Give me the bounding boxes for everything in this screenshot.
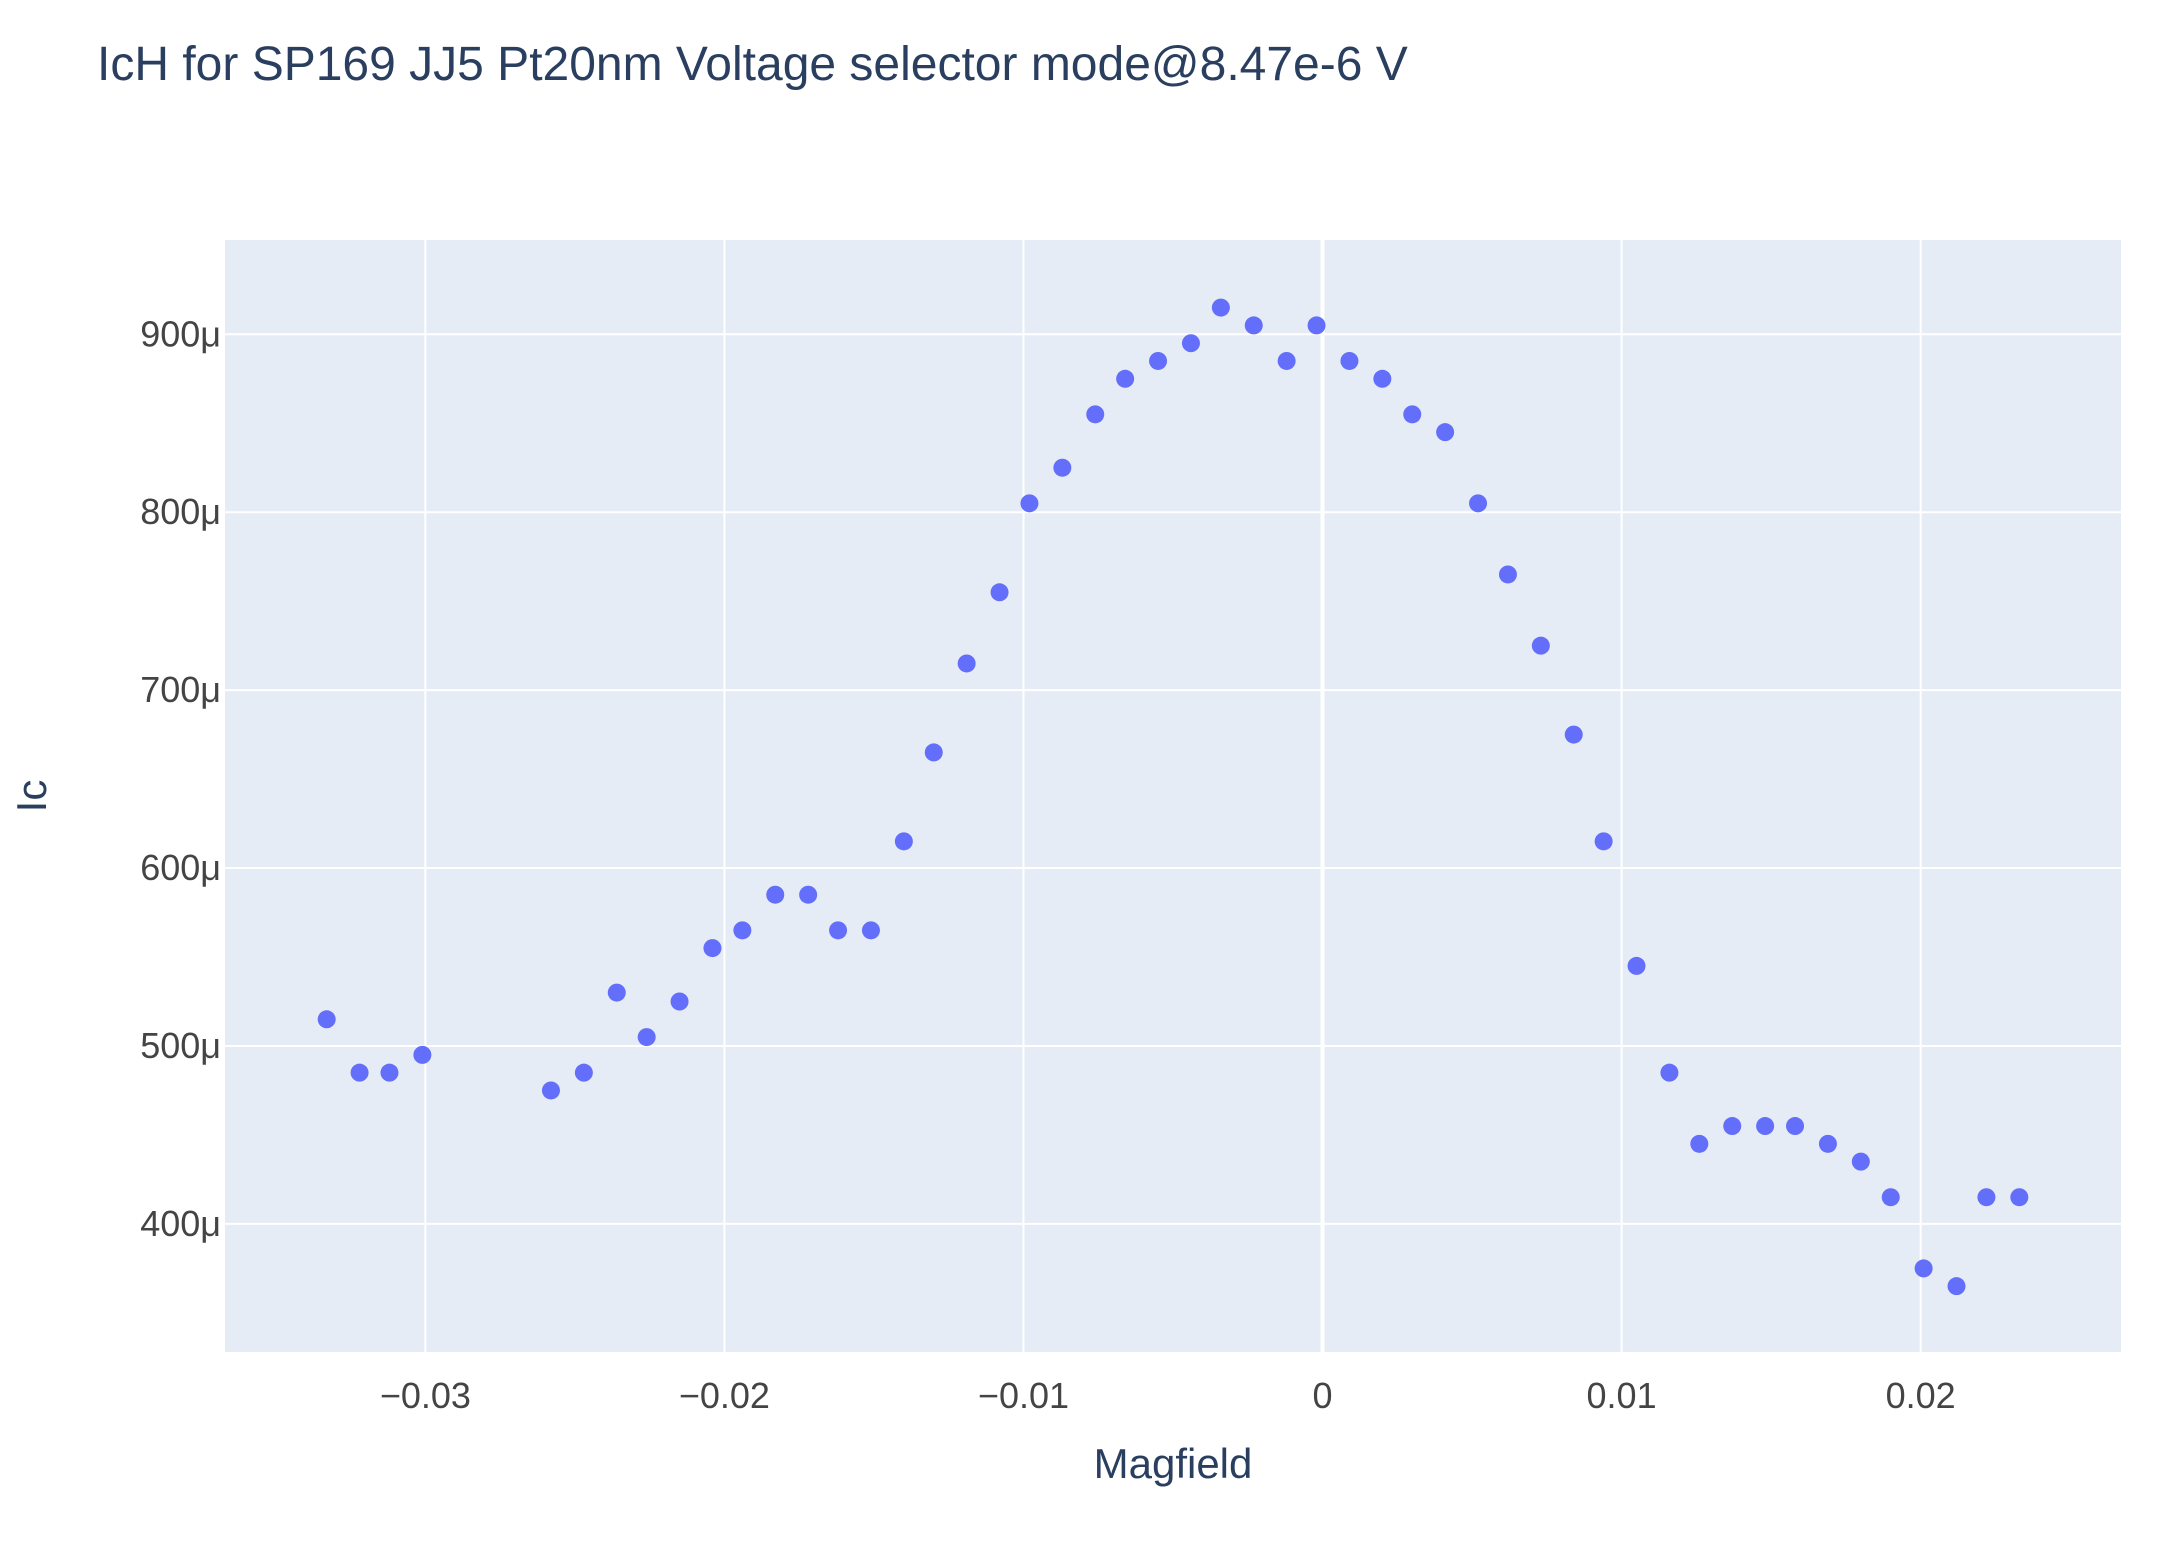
data-point — [317, 1010, 336, 1029]
data-point — [1594, 832, 1613, 851]
data-point — [1818, 1134, 1837, 1153]
data-point — [1149, 351, 1168, 370]
y-tick-label: 900μ — [140, 313, 221, 354]
y-tick-label: 400μ — [140, 1203, 221, 1244]
data-point — [1498, 565, 1517, 584]
data-point — [799, 885, 818, 904]
y-tick-label: 600μ — [140, 847, 221, 888]
data-point — [1564, 725, 1583, 744]
chart-title: IcH for SP169 JJ5 Pt20nm Voltage selecto… — [97, 38, 1408, 91]
data-point — [1053, 458, 1072, 477]
data-point — [1340, 351, 1359, 370]
data-point — [861, 921, 880, 940]
data-point — [1881, 1188, 1900, 1207]
data-point — [1627, 956, 1646, 975]
data-point — [1181, 334, 1200, 353]
x-tick-label: −0.01 — [978, 1375, 1069, 1416]
x-tick-label: −0.03 — [380, 1375, 471, 1416]
data-point — [1307, 316, 1326, 335]
data-point — [1977, 1188, 1996, 1207]
data-point — [1947, 1277, 1966, 1296]
y-tick-label: 700μ — [140, 669, 221, 710]
data-point — [766, 885, 785, 904]
x-tick-label: 0.02 — [1886, 1375, 1956, 1416]
plot-area — [225, 240, 2121, 1352]
data-point — [1786, 1117, 1805, 1136]
x-tick-label: 0 — [1313, 1375, 1333, 1416]
data-point — [1660, 1063, 1679, 1082]
data-point — [990, 583, 1009, 602]
data-point — [350, 1063, 369, 1082]
data-point — [924, 743, 943, 762]
data-point — [733, 921, 752, 940]
data-point — [1690, 1134, 1709, 1153]
data-point — [380, 1063, 399, 1082]
data-point — [1373, 369, 1392, 388]
data-point — [1086, 405, 1105, 424]
x-tick-label: −0.02 — [679, 1375, 770, 1416]
data-point — [1403, 405, 1422, 424]
y-tick-label: 500μ — [140, 1025, 221, 1066]
x-axis-label: Magfield — [1094, 1440, 1253, 1487]
data-point — [1244, 316, 1263, 335]
y-tick-label: 800μ — [140, 491, 221, 532]
data-point — [541, 1081, 560, 1100]
data-point — [413, 1045, 432, 1064]
data-point — [1277, 351, 1296, 370]
data-point — [1723, 1117, 1742, 1136]
data-point — [1756, 1117, 1775, 1136]
data-point — [1116, 369, 1135, 388]
data-point — [1436, 423, 1455, 442]
data-point — [2010, 1188, 2029, 1207]
data-point — [574, 1063, 593, 1082]
data-point — [1914, 1259, 1933, 1278]
y-axis-ticks: 400μ 500μ 600μ 700μ 800μ 900μ — [140, 313, 221, 1244]
data-point — [1211, 298, 1230, 317]
data-point — [637, 1028, 656, 1047]
data-point — [670, 992, 689, 1011]
data-point — [703, 939, 722, 958]
data-point — [1531, 636, 1550, 655]
data-point — [1020, 494, 1039, 513]
y-axis-label: Ic — [8, 780, 55, 813]
x-tick-label: 0.01 — [1587, 1375, 1657, 1416]
scatter-points — [317, 298, 2029, 1296]
data-point — [894, 832, 913, 851]
data-point — [829, 921, 848, 940]
data-point — [1851, 1152, 1870, 1171]
data-point — [957, 654, 976, 673]
data-point — [607, 983, 626, 1002]
grid-layer — [225, 240, 2121, 1352]
x-axis-ticks: −0.03 −0.02 −0.01 0 0.01 0.02 — [380, 1375, 1956, 1416]
data-point — [1469, 494, 1488, 513]
